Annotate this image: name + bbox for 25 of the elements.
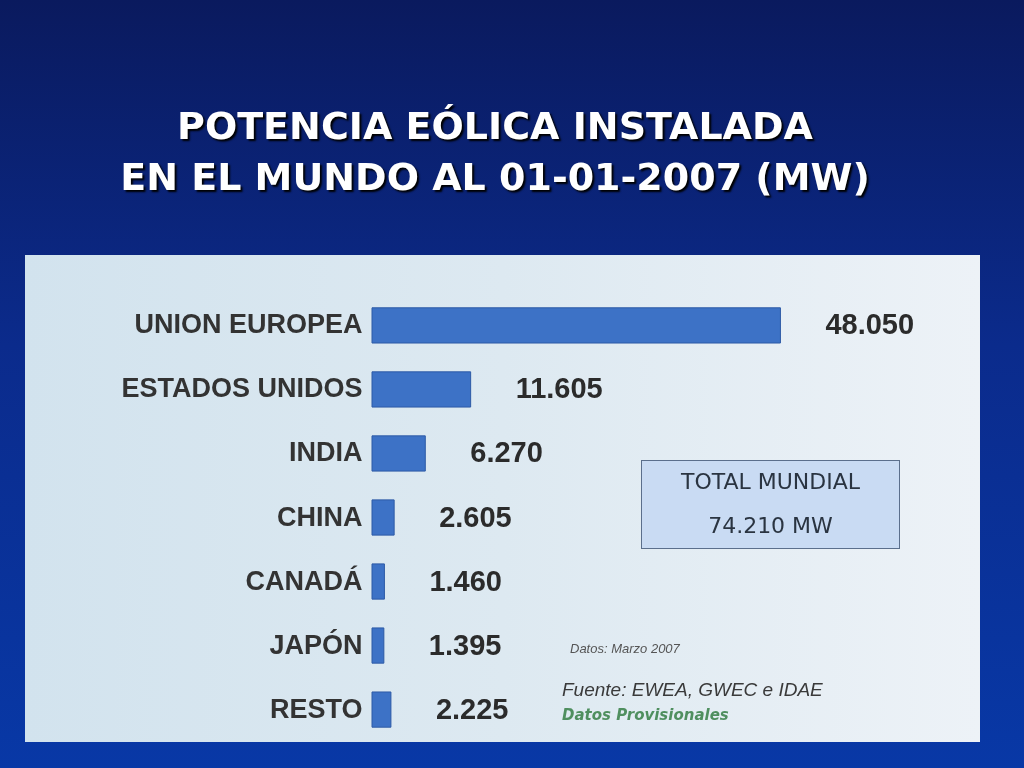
y-tick-label: JAPÓN: [269, 628, 363, 660]
data-label: 11.605: [515, 372, 603, 405]
chart-title: POTENCIA EÓLICA INSTALADA EN EL MUNDO AL 01-01-2007 (MW): [119, 103, 871, 201]
annotation: Datos Provisionales: [562, 706, 729, 724]
y-tick-label: ESTADOS UNIDOS: [121, 373, 363, 404]
bar: [371, 371, 472, 408]
bar: [371, 691, 392, 728]
annotation: Fuente: EWEA, GWEC e IDAE: [562, 679, 823, 701]
bar: [371, 563, 385, 600]
bar: [371, 307, 781, 344]
y-tick-label: RESTO: [269, 693, 363, 724]
data-label: 1.460: [429, 564, 502, 597]
bar: [371, 435, 426, 472]
bar: [371, 627, 385, 664]
bar: [371, 499, 395, 536]
annotation: Datos: Marzo 2007: [570, 641, 680, 656]
y-tick-label: UNION EUROPEA: [134, 309, 363, 340]
data-label: 6.270: [470, 436, 543, 469]
y-tick-label: CHINA: [277, 501, 363, 532]
data-label: 1.395: [428, 628, 502, 661]
data-label: 2.225: [435, 692, 509, 725]
data-label: 48.050: [825, 308, 915, 341]
y-tick-label: INDIA: [289, 437, 363, 468]
data-label: 2.605: [439, 500, 512, 533]
y-tick-label: CANADÁ: [245, 564, 363, 596]
